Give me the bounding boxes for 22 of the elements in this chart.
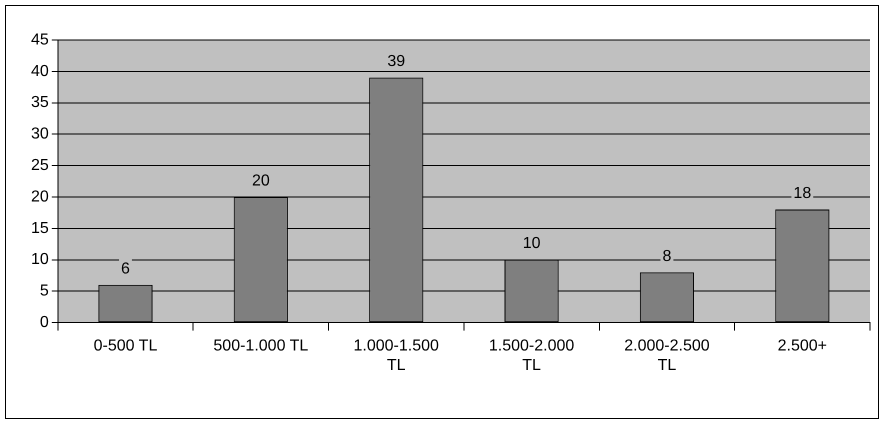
data-label: 39 — [387, 53, 406, 70]
y-tick-label: 20 — [31, 188, 49, 206]
data-label: 18 — [793, 184, 812, 202]
x-tick-label: 1.500-2.000 TL — [488, 338, 574, 374]
data-label: 20 — [252, 172, 270, 190]
x-tick-label: 500-1.000 TL — [213, 338, 308, 355]
data-label: 6 — [121, 260, 130, 278]
data-label: 8 — [662, 248, 672, 265]
x-tick-label: 0-500 TL — [94, 338, 158, 355]
data-label: 10 — [522, 235, 541, 252]
y-tick-label: 30 — [31, 126, 49, 143]
y-tick-label: 40 — [31, 62, 49, 80]
y-tick-label: 45 — [31, 31, 49, 48]
x-tick-label: 2.500+ — [778, 338, 828, 355]
x-tick-label: 1.000-1.500 TL — [354, 338, 440, 374]
y-tick-label: 15 — [31, 220, 49, 237]
x-tick-label: 2.000-2.500 TL — [624, 338, 710, 374]
y-tick-label: 10 — [31, 251, 49, 268]
y-tick-label: 5 — [40, 282, 49, 300]
y-tick-label: 35 — [31, 94, 49, 112]
y-tick-label: 25 — [31, 157, 49, 174]
y-tick-label: 0 — [40, 314, 49, 332]
